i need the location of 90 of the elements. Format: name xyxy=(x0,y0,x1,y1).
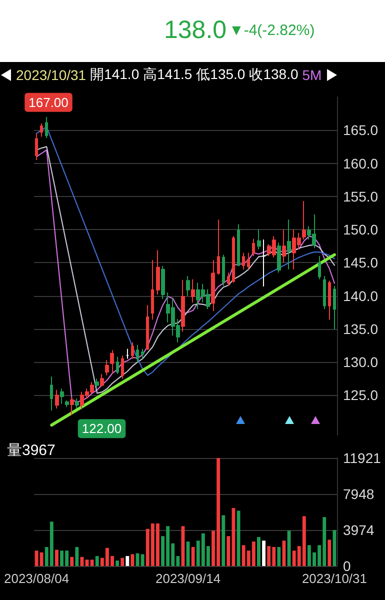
y-tick-label: 11921 xyxy=(343,450,382,466)
candlestick xyxy=(318,256,321,280)
x-tick-label: 2023/08/04 xyxy=(4,571,70,586)
chart-title: 量3967 xyxy=(7,442,56,459)
candlestick xyxy=(50,376,53,411)
candlestick xyxy=(131,342,134,360)
annotation: 122.00 xyxy=(82,421,122,436)
text: 138.0 xyxy=(164,16,227,45)
bar xyxy=(55,550,58,566)
candlestick xyxy=(252,238,255,257)
y-tick-label: 3974 xyxy=(343,522,374,538)
candlestick xyxy=(181,279,185,332)
candlestick xyxy=(232,236,235,284)
x-tick-label: 2023/10/31 xyxy=(302,571,368,586)
bar xyxy=(222,515,226,566)
annotation: 167.00 xyxy=(28,94,68,110)
bar xyxy=(140,554,144,566)
candlestick xyxy=(277,242,281,274)
x-tick-label: 2023/09/14 xyxy=(155,571,221,586)
candlestick xyxy=(60,388,64,404)
bar xyxy=(75,546,79,566)
candlestick xyxy=(121,354,124,380)
candlestick xyxy=(55,389,59,409)
bar xyxy=(328,540,332,566)
y-tick-label: 140.0 xyxy=(343,288,378,304)
y-tick-label: 145.0 xyxy=(343,254,378,271)
candlestick xyxy=(40,123,43,138)
candlestick xyxy=(126,348,129,360)
candlestick xyxy=(242,252,245,270)
candlestick xyxy=(217,219,220,276)
candlestick xyxy=(141,348,144,360)
text: 開141.0 xyxy=(90,66,140,84)
candlestick xyxy=(302,200,306,240)
bar xyxy=(40,552,44,566)
candlestick xyxy=(45,116,48,139)
candlestick xyxy=(156,250,160,295)
candlestick xyxy=(35,132,38,160)
bar xyxy=(257,537,260,566)
candlestick xyxy=(110,350,114,374)
candlestick xyxy=(227,272,230,286)
bar xyxy=(262,540,266,566)
bar xyxy=(191,546,195,566)
candlestick xyxy=(237,224,240,266)
candlestick xyxy=(328,280,331,320)
candlestick xyxy=(282,229,286,264)
bar xyxy=(226,536,230,566)
candlestick xyxy=(116,356,119,375)
text: 收138.0 xyxy=(249,66,298,84)
bar xyxy=(90,560,94,566)
candlestick xyxy=(222,254,225,286)
text: ▼-4(-2.82%) xyxy=(229,22,315,39)
y-tick-label: 7948 xyxy=(343,486,374,502)
text: 5M xyxy=(302,67,322,83)
y-tick-label: 130.0 xyxy=(343,354,378,370)
text: 低135.0 xyxy=(196,66,246,84)
candlestick xyxy=(70,396,74,416)
bar xyxy=(85,560,89,566)
y-tick-label: 135.0 xyxy=(343,320,378,337)
y-tick-label: 165.0 xyxy=(343,122,378,138)
candlestick xyxy=(105,360,109,376)
y-tick-label: 150.0 xyxy=(343,222,378,238)
candlestick xyxy=(161,266,165,300)
candlestick xyxy=(186,275,190,296)
y-tick-label: 155.0 xyxy=(343,188,378,204)
candlestick xyxy=(65,400,69,408)
candlestick xyxy=(211,260,215,312)
y-tick-label: 0 xyxy=(343,558,351,574)
bar xyxy=(116,560,120,566)
bar xyxy=(277,546,281,566)
candlestick xyxy=(146,304,149,351)
y-tick-label: 160.0 xyxy=(343,155,378,172)
bar xyxy=(95,556,99,566)
candlestick xyxy=(287,219,291,270)
bar xyxy=(70,556,74,566)
candlestick xyxy=(262,238,266,288)
candlestick xyxy=(136,344,139,363)
candlestick xyxy=(323,275,326,310)
bar xyxy=(120,558,124,566)
candlestick xyxy=(75,398,79,409)
bar xyxy=(126,556,130,566)
candlestick xyxy=(257,229,261,250)
candlestick xyxy=(191,278,195,303)
candlestick xyxy=(100,374,104,388)
y-tick-label: 125.0 xyxy=(343,387,378,404)
candlestick xyxy=(333,285,336,330)
text: 2023/10/31 xyxy=(16,67,86,83)
candlestick xyxy=(247,252,250,270)
text: 高141.5 xyxy=(143,66,192,84)
candlestick xyxy=(151,260,154,320)
candlestick xyxy=(95,378,99,388)
